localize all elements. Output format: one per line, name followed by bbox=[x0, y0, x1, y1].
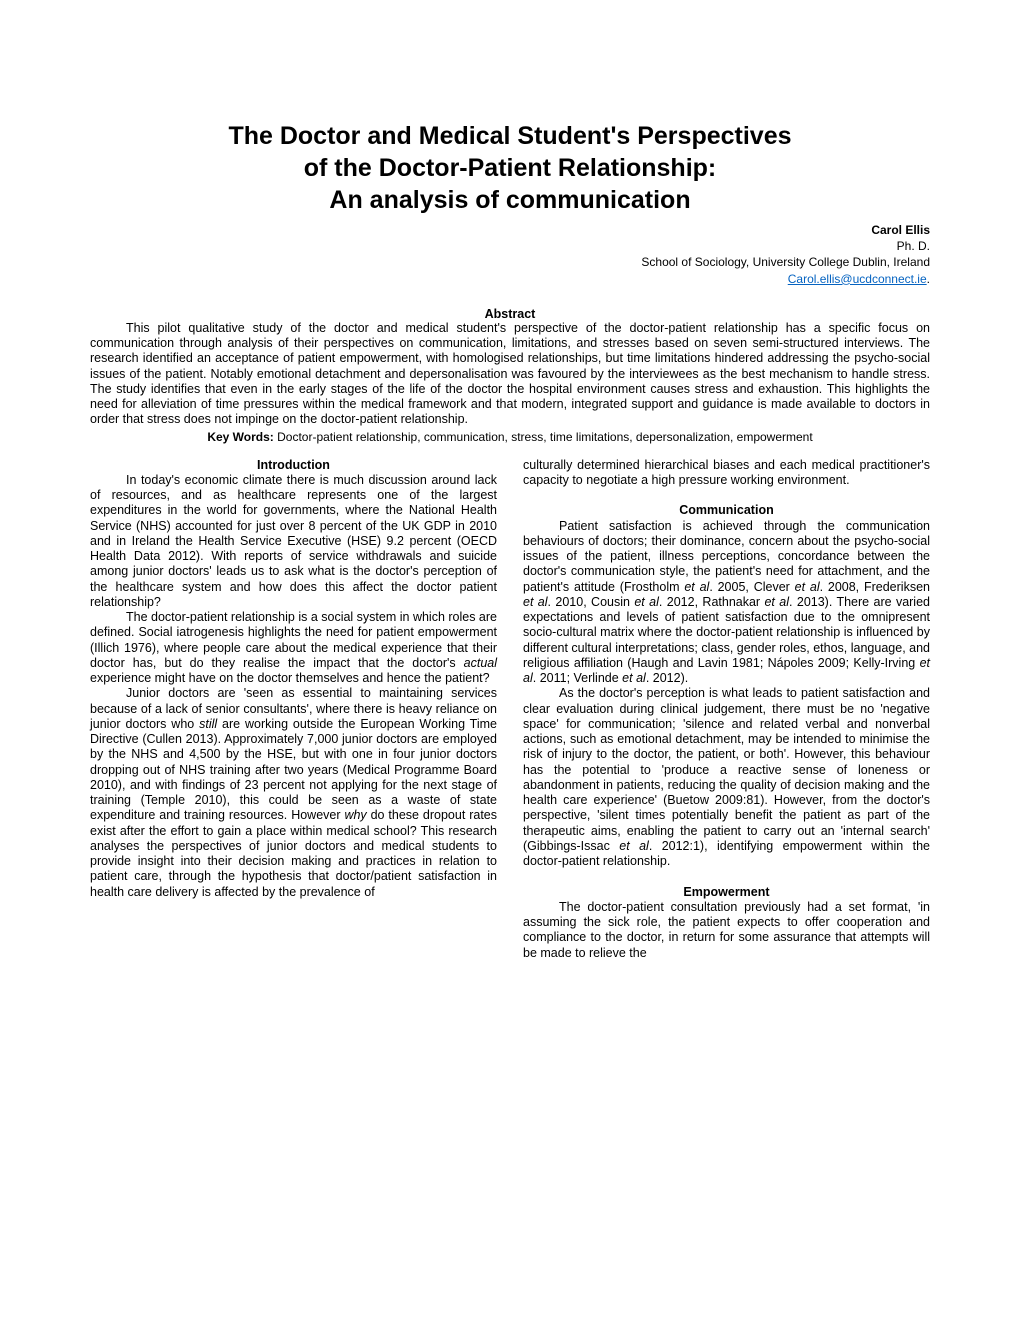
right-column: culturally determined hierarchical biase… bbox=[523, 458, 930, 961]
empowerment-para-1: The doctor-patient consultation previous… bbox=[523, 900, 930, 961]
author-email-link[interactable]: Carol.ellis@ucdconnect.ie bbox=[788, 272, 927, 286]
title-line-1: The Doctor and Medical Student's Perspec… bbox=[228, 122, 791, 150]
left-column: Introduction In today's economic climate… bbox=[90, 458, 497, 961]
empowerment-heading: Empowerment bbox=[523, 885, 930, 900]
right-top-fragment: culturally determined hierarchical biase… bbox=[523, 458, 930, 489]
intro-para-2: The doctor-patient relationship is a soc… bbox=[90, 610, 497, 686]
spacer-2 bbox=[523, 869, 930, 884]
page: The Doctor and Medical Student's Perspec… bbox=[0, 0, 1020, 1320]
title-line-3: An analysis of communication bbox=[329, 186, 690, 214]
author-name: Carol Ellis bbox=[871, 223, 930, 237]
keywords-label: Key Words: bbox=[207, 430, 273, 444]
author-affiliation: School of Sociology, University College … bbox=[641, 255, 930, 269]
author-block: Carol Ellis Ph. D. School of Sociology, … bbox=[90, 222, 930, 287]
communication-para-1: Patient satisfaction is achieved through… bbox=[523, 519, 930, 687]
paper-title: The Doctor and Medical Student's Perspec… bbox=[90, 120, 930, 216]
abstract-body: This pilot qualitative study of the doct… bbox=[90, 321, 930, 428]
intro-para-1: In today's economic climate there is muc… bbox=[90, 473, 497, 610]
communication-heading: Communication bbox=[523, 503, 930, 518]
keywords-text: Doctor-patient relationship, communicati… bbox=[274, 430, 813, 444]
introduction-heading: Introduction bbox=[90, 458, 497, 473]
intro-para-3: Junior doctors are 'seen as essential to… bbox=[90, 686, 497, 900]
communication-para-2: As the doctor's perception is what leads… bbox=[523, 686, 930, 869]
email-period: . bbox=[927, 272, 930, 286]
title-line-2: of the Doctor-Patient Relationship: bbox=[304, 154, 717, 182]
spacer bbox=[523, 488, 930, 503]
keywords-line: Key Words: Doctor-patient relationship, … bbox=[90, 430, 930, 444]
author-degree: Ph. D. bbox=[897, 239, 930, 253]
two-column-body: Introduction In today's economic climate… bbox=[90, 458, 930, 961]
abstract-heading: Abstract bbox=[90, 307, 930, 321]
